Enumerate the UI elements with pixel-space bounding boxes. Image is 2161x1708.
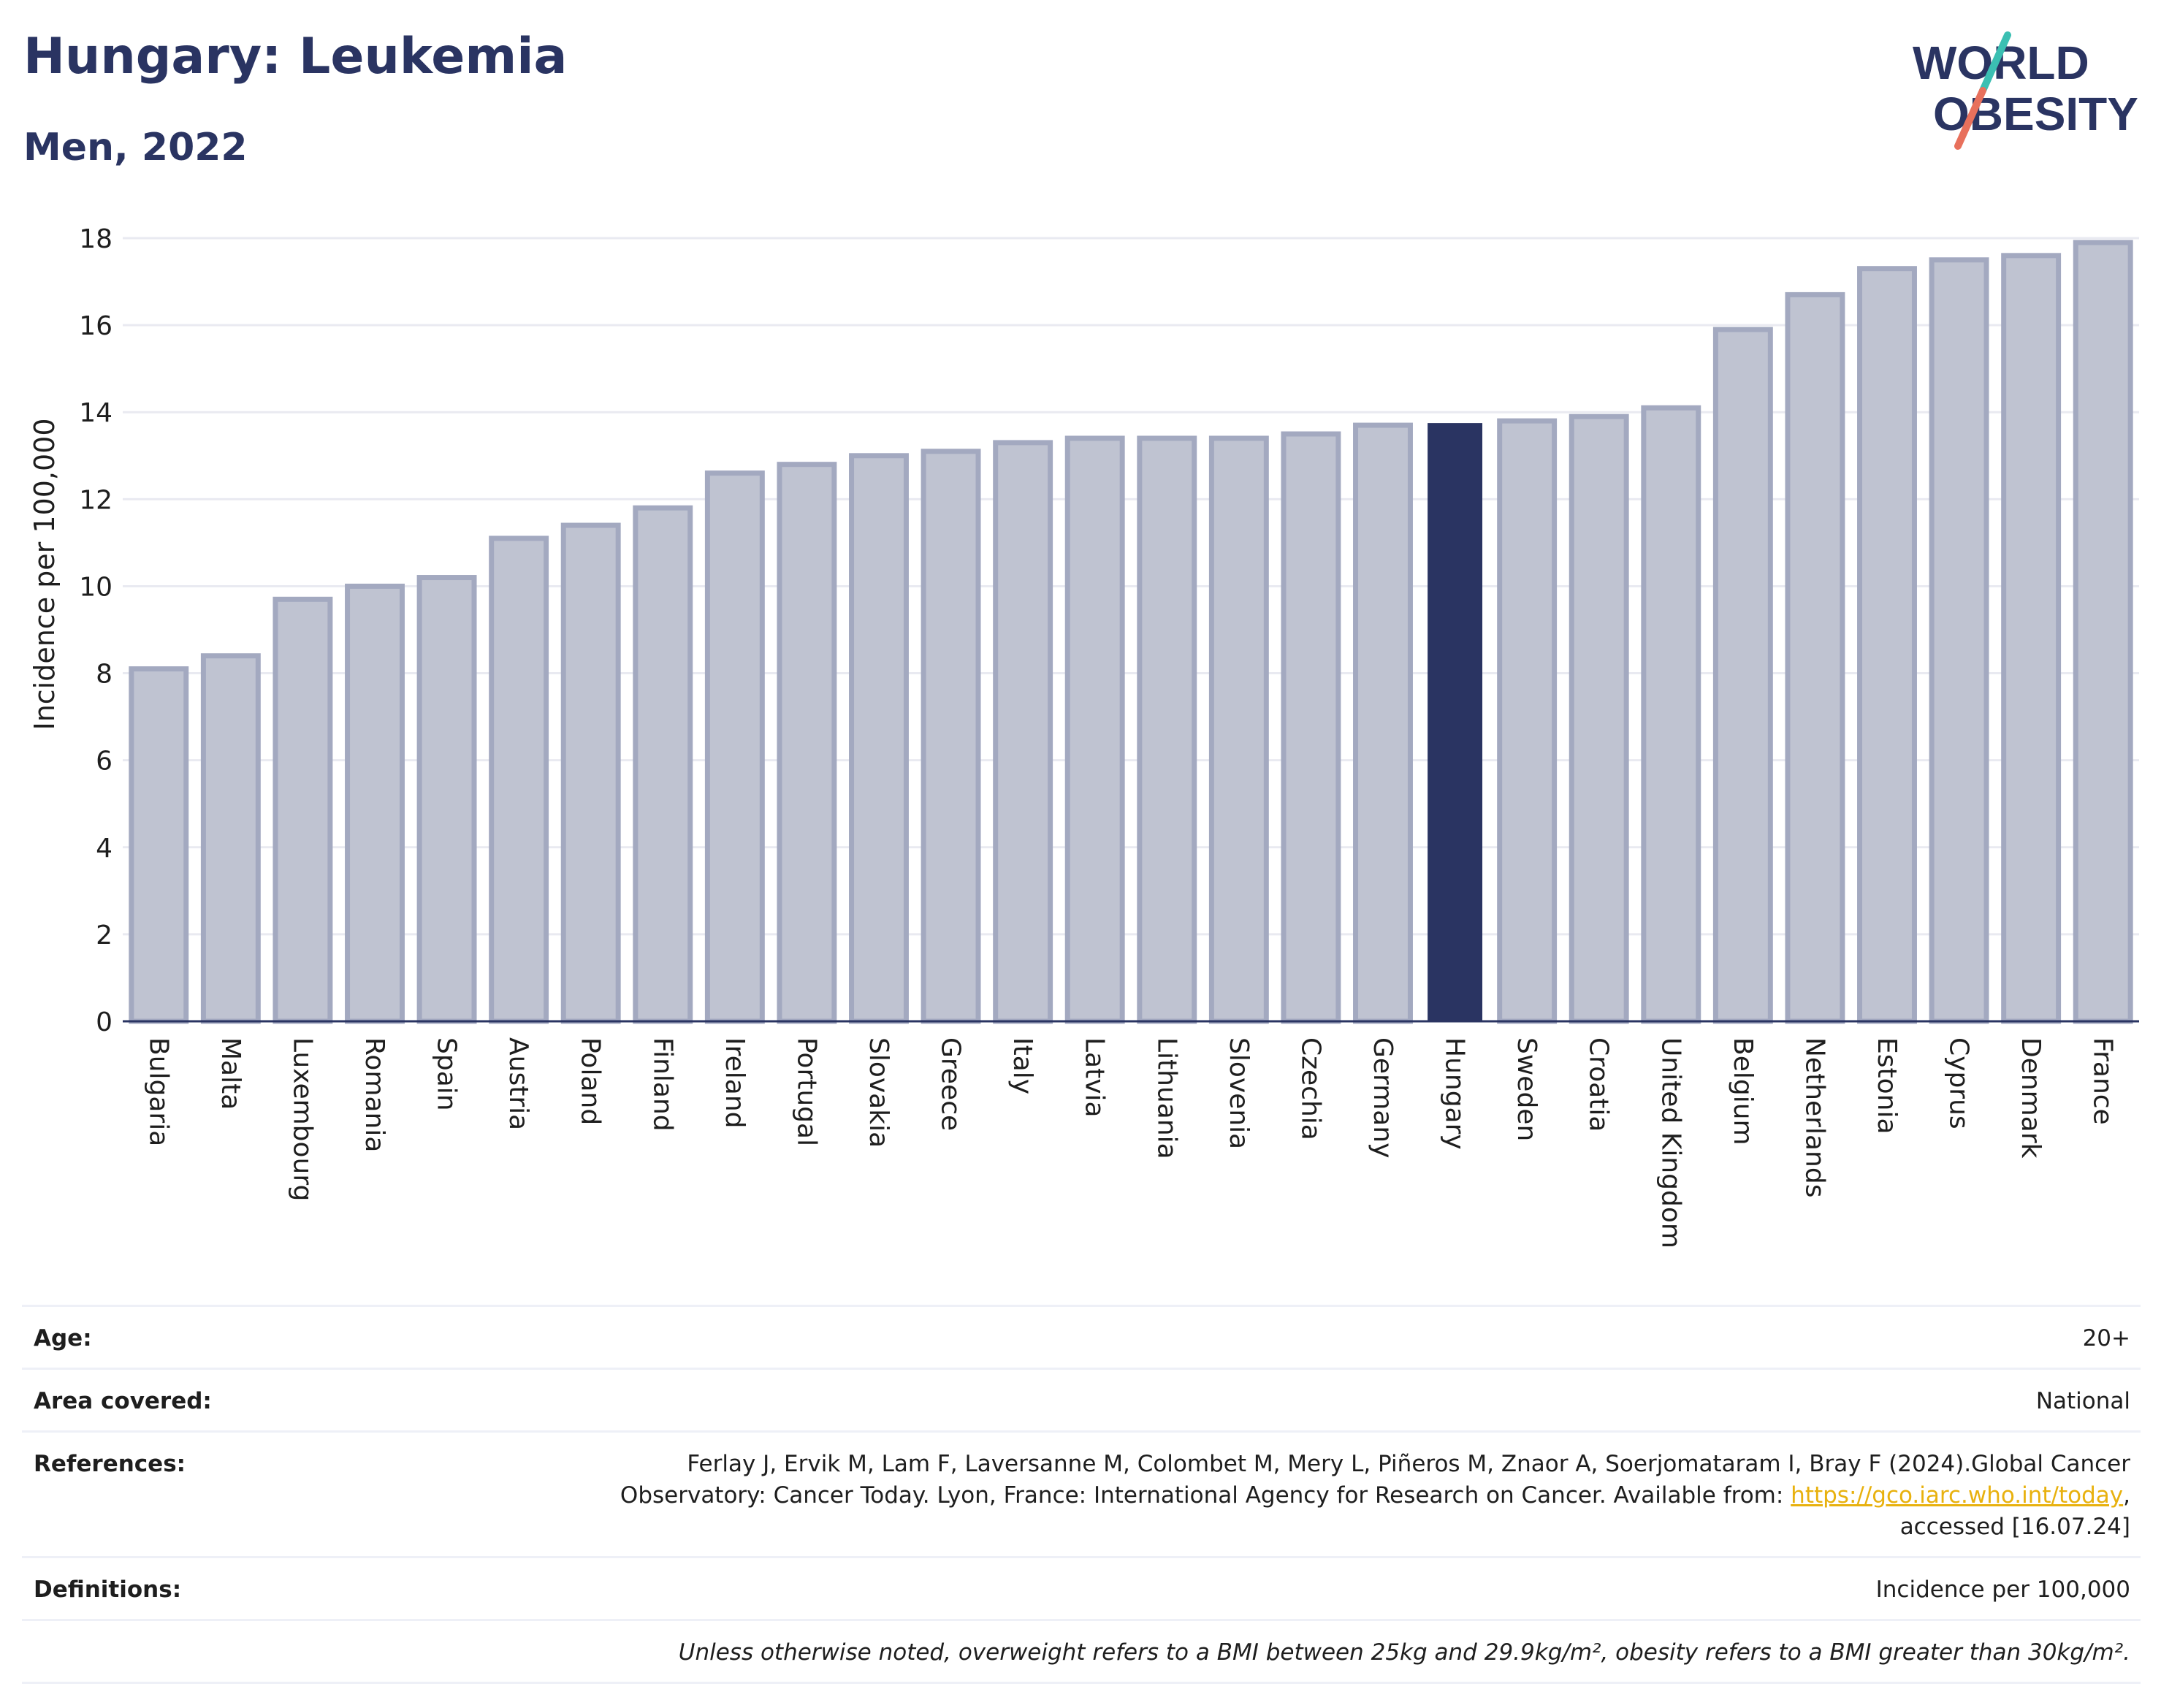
bar-spain	[416, 575, 477, 1024]
y-tick-label: 10	[79, 572, 113, 602]
x-tick-label: Belgium	[1728, 1037, 1758, 1145]
y-tick-label: 12	[79, 485, 113, 515]
bar-slovakia	[849, 453, 909, 1024]
x-tick-label: Romania	[359, 1037, 389, 1152]
y-tick-label: 18	[79, 224, 113, 254]
bar-bulgaria	[129, 666, 189, 1024]
x-tick-label: Lithuania	[1151, 1037, 1181, 1159]
x-tick-label: Luxembourg	[287, 1037, 317, 1201]
bar-hungary	[1428, 423, 1483, 1021]
x-tick-label: Netherlands	[1799, 1037, 1829, 1197]
definitions-row: Definitions: Incidence per 100,000	[22, 1556, 2141, 1619]
bar-sweden	[1497, 418, 1558, 1024]
y-axis-ticks: 0 2 4 6 8 10 12 14 16 18	[79, 224, 113, 1037]
x-tick-label: Denmark	[2016, 1037, 2046, 1159]
references-link[interactable]: https://gco.iarc.who.int/today	[1791, 1482, 2124, 1509]
references-line3: accessed [16.07.24]	[1899, 1514, 2130, 1540]
bar-greece	[921, 449, 981, 1024]
x-tick-label: Finland	[647, 1037, 677, 1132]
bar-czechia	[1281, 431, 1341, 1024]
bar-lithuania	[1137, 435, 1197, 1024]
bar-united-kingdom	[1641, 405, 1701, 1024]
bmi-note: Unless otherwise noted, overweight refer…	[678, 1639, 2130, 1666]
references-line2-end: ,	[2123, 1482, 2130, 1509]
note-row: Unless otherwise noted, overweight refer…	[22, 1619, 2141, 1684]
bar-luxembourg	[272, 596, 333, 1024]
definitions-value: Incidence per 100,000	[1875, 1577, 2130, 1603]
x-tick-label: Slovakia	[864, 1037, 893, 1148]
x-tick-label: Bulgaria	[143, 1037, 173, 1146]
y-tick-label: 16	[79, 311, 113, 341]
x-tick-label: Sweden	[1512, 1037, 1541, 1141]
definitions-label: Definitions:	[34, 1577, 182, 1603]
age-row: Age: 20+	[22, 1305, 2141, 1368]
metadata-table: Age: 20+ Area covered: National Referenc…	[22, 1305, 2141, 1684]
bar-belgium	[1712, 327, 1773, 1024]
bars	[129, 240, 2133, 1024]
bar-romania	[345, 583, 405, 1024]
bar-italy	[993, 440, 1053, 1024]
x-tick-label: United Kingdom	[1655, 1037, 1685, 1248]
bar-latvia	[1064, 435, 1125, 1024]
area-row: Area covered: National	[22, 1368, 2141, 1430]
x-axis-ticks: Bulgaria Malta Luxembourg Romania Spain Austr…	[143, 1037, 2117, 1248]
x-tick-label: Greece	[936, 1037, 966, 1131]
age-label: Age:	[34, 1325, 92, 1351]
x-tick-label: Cyprus	[1944, 1037, 1974, 1129]
bar-croatia	[1569, 413, 1629, 1024]
bar-portugal	[777, 462, 837, 1024]
x-tick-label: Czechia	[1295, 1037, 1325, 1140]
references-value: Ferlay J, Ervik M, Lam F, Laversanne M, …	[620, 1449, 2130, 1543]
bar-estonia	[1857, 266, 1917, 1024]
age-value: 20+	[2082, 1325, 2130, 1351]
bar-denmark	[2001, 253, 2062, 1024]
bar-cyprus	[1929, 257, 1989, 1024]
x-tick-label: Estonia	[1872, 1037, 1902, 1135]
bar-malta	[200, 653, 261, 1024]
x-tick-label: Italy	[1007, 1037, 1037, 1094]
world-obesity-logo: WORLD OBESITY	[1913, 31, 2138, 150]
chart-title: Hungary: Leukemia	[23, 28, 568, 85]
bar-france	[2073, 240, 2133, 1024]
y-tick-label: 2	[96, 920, 113, 950]
bar-poland	[560, 522, 621, 1024]
bar-ireland	[704, 470, 765, 1024]
x-tick-label: Hungary	[1440, 1037, 1470, 1150]
bar-finland	[633, 505, 693, 1024]
area-label: Area covered:	[34, 1388, 212, 1414]
x-tick-label: Malta	[216, 1037, 245, 1110]
bar-chart: 0 2 4 6 8 10 12 14 16 18 Bulgaria Malta Luxembourg R…	[28, 224, 2139, 1248]
x-tick-label: Spain	[432, 1037, 462, 1111]
y-tick-label: 14	[79, 398, 113, 428]
references-label: References:	[34, 1451, 186, 1477]
references-row: References: Ferlay J, Ervik M, Lam F, La…	[22, 1430, 2141, 1556]
bar-netherlands	[1785, 291, 1845, 1024]
chart-subtitle: Men, 2022	[23, 126, 248, 169]
x-tick-label: Croatia	[1584, 1037, 1614, 1132]
logo-slash-teal	[1979, 31, 2011, 94]
x-tick-label: Ireland	[720, 1037, 750, 1129]
references-line1: Ferlay J, Ervik M, Lam F, Laversanne M, …	[687, 1451, 2130, 1477]
x-tick-label: Austria	[503, 1037, 533, 1130]
y-tick-label: 4	[96, 834, 113, 863]
x-tick-label: Germany	[1368, 1037, 1398, 1158]
area-value: National	[2035, 1388, 2130, 1414]
y-tick-label: 8	[96, 660, 113, 690]
y-tick-label: 0	[96, 1007, 113, 1037]
references-line2: Observatory: Cancer Today. Lyon, France:…	[620, 1482, 1791, 1509]
logo-slash-coral	[1954, 87, 1986, 150]
x-tick-label: Slovenia	[1224, 1037, 1254, 1149]
x-tick-label: France	[2088, 1037, 2118, 1125]
y-tick-label: 6	[96, 747, 113, 777]
y-axis-label: Incidence per 100,000	[28, 418, 61, 730]
bar-austria	[489, 535, 549, 1024]
bar-germany	[1353, 422, 1413, 1024]
x-tick-label: Poland	[576, 1037, 606, 1125]
bar-slovenia	[1208, 435, 1269, 1024]
x-tick-label: Latvia	[1080, 1037, 1110, 1118]
x-tick-label: Portugal	[791, 1037, 821, 1146]
